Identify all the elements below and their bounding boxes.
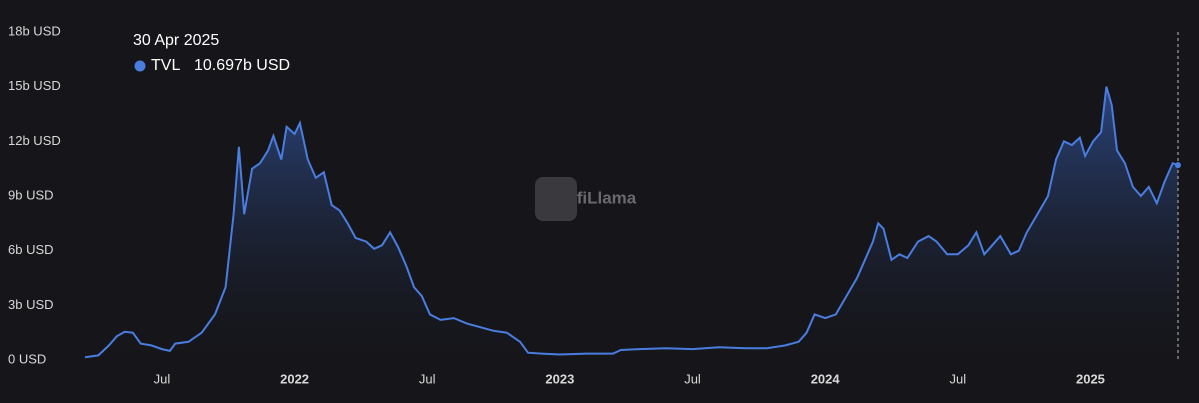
y-tick-label: 18b USD (8, 23, 61, 38)
x-tick-label: 2024 (811, 371, 841, 386)
area (85, 86, 1178, 360)
y-tick-label: 12b USD (8, 133, 61, 148)
x-tick-label: Jul (684, 371, 701, 386)
y-tick-label: 3b USD (8, 297, 54, 312)
y-tick-label: 9b USD (8, 187, 54, 202)
line (84, 86, 1179, 359)
legend-dot (134, 60, 146, 72)
x-tick-label: Jul (154, 371, 171, 386)
tooltip-value: 10.697b USD (194, 57, 290, 74)
watermark-logo (535, 177, 577, 221)
y-tick-label: 6b USD (8, 242, 54, 257)
x-tick-label: 2023 (545, 371, 574, 386)
legend-name: TVL (151, 57, 180, 74)
x-tick-label: 2025 (1076, 371, 1105, 386)
x-tick-label: Jul (419, 371, 436, 386)
y-tick-label: 0 USD (8, 351, 46, 366)
x-tick-label: Jul (949, 371, 966, 386)
tooltip-date: 30 Apr 2025 (133, 32, 219, 49)
hover-point (1175, 162, 1181, 169)
x-tick-label: 2022 (280, 371, 309, 386)
y-tick-label: 15b USD (8, 78, 61, 93)
